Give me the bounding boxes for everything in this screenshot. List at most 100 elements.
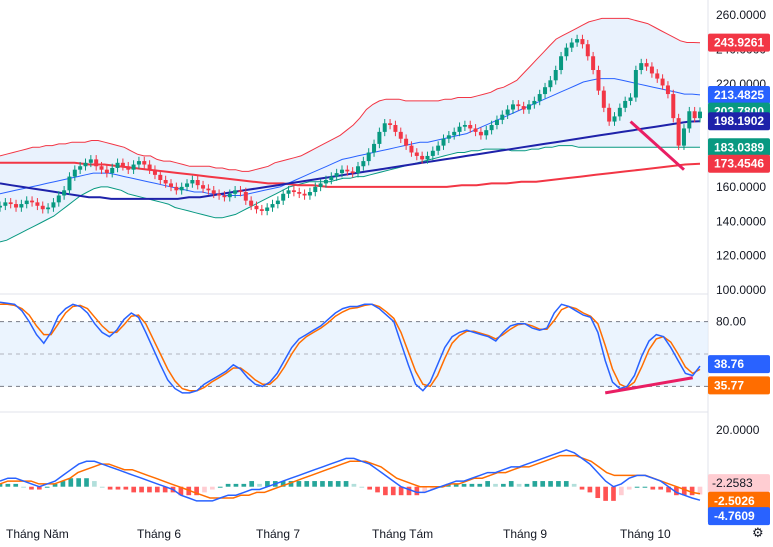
- candle-body[interactable]: [612, 116, 617, 122]
- candle-body[interactable]: [307, 192, 312, 196]
- candle-body[interactable]: [318, 183, 323, 187]
- macd-histogram-bar[interactable]: [461, 483, 467, 487]
- macd-histogram-bar[interactable]: [485, 481, 490, 487]
- candle-body[interactable]: [494, 119, 499, 125]
- candle-body[interactable]: [649, 66, 654, 74]
- candle-body[interactable]: [142, 161, 147, 165]
- macd-histogram-bar[interactable]: [44, 486, 50, 488]
- candle-body[interactable]: [46, 207, 51, 210]
- macd-histogram-bar[interactable]: [131, 486, 137, 493]
- candle-body[interactable]: [617, 107, 622, 117]
- macd-histogram-bar[interactable]: [571, 483, 577, 487]
- candle-body[interactable]: [259, 209, 264, 211]
- macd-histogram-bar[interactable]: [501, 483, 506, 487]
- candle-body[interactable]: [286, 190, 291, 194]
- macd-histogram-bar[interactable]: [194, 486, 199, 496]
- candle-body[interactable]: [249, 200, 254, 206]
- macd-histogram-bar[interactable]: [210, 486, 215, 490]
- candle-body[interactable]: [72, 169, 77, 177]
- candle-body[interactable]: [478, 131, 483, 136]
- macd-histogram-bar[interactable]: [398, 486, 404, 496]
- macd-histogram-bar[interactable]: [52, 483, 58, 487]
- candle-body[interactable]: [0, 205, 2, 208]
- candle-body[interactable]: [585, 44, 590, 57]
- macd-histogram-bar[interactable]: [422, 486, 428, 493]
- macd-histogram-bar[interactable]: [265, 481, 270, 487]
- candle-body[interactable]: [388, 123, 393, 125]
- macd-histogram-bar[interactable]: [367, 486, 372, 490]
- macd-histogram-bar[interactable]: [548, 481, 553, 487]
- candle-body[interactable]: [393, 125, 398, 132]
- candle-body[interactable]: [398, 131, 403, 139]
- candle-body[interactable]: [195, 180, 200, 186]
- macd-histogram-bar[interactable]: [304, 481, 310, 487]
- candle-body[interactable]: [94, 159, 99, 167]
- candle-body[interactable]: [40, 205, 45, 210]
- gear-icon[interactable]: ⚙: [752, 526, 764, 541]
- macd-histogram-bar[interactable]: [359, 486, 365, 488]
- macd-histogram-bar[interactable]: [36, 486, 42, 490]
- candle-body[interactable]: [217, 193, 222, 196]
- candle-body[interactable]: [361, 161, 366, 167]
- candle-body[interactable]: [275, 200, 280, 205]
- macd-histogram-bar[interactable]: [60, 481, 66, 487]
- macd-histogram-bar[interactable]: [68, 478, 74, 487]
- macd-signal-line[interactable]: [0, 454, 701, 499]
- candle-body[interactable]: [420, 155, 425, 160]
- candle-body[interactable]: [575, 39, 580, 43]
- candle-body[interactable]: [78, 166, 83, 170]
- candle-body[interactable]: [601, 90, 606, 108]
- candle-body[interactable]: [452, 131, 457, 136]
- candle-body[interactable]: [500, 114, 505, 120]
- macd-histogram-bar[interactable]: [5, 483, 11, 487]
- macd-histogram-bar[interactable]: [280, 481, 286, 487]
- candle-body[interactable]: [356, 166, 361, 174]
- candle-body[interactable]: [179, 186, 184, 191]
- stoch-k-line[interactable]: [0, 301, 701, 394]
- candle-body[interactable]: [660, 78, 665, 86]
- candle-body[interactable]: [548, 80, 553, 88]
- candle-body[interactable]: [350, 171, 355, 174]
- macd-histogram-bar[interactable]: [406, 486, 412, 496]
- candle-body[interactable]: [190, 180, 195, 184]
- macd-histogram-bar[interactable]: [611, 486, 616, 501]
- candle-body[interactable]: [521, 106, 526, 110]
- macd-histogram-bar[interactable]: [202, 486, 207, 493]
- candle-body[interactable]: [430, 150, 435, 156]
- candle-body[interactable]: [457, 126, 462, 132]
- candle-body[interactable]: [185, 183, 190, 187]
- macd-histogram-bar[interactable]: [29, 486, 34, 490]
- candle-body[interactable]: [687, 111, 692, 129]
- macd-histogram-bar[interactable]: [626, 486, 632, 490]
- candle-body[interactable]: [484, 130, 489, 136]
- candle-body[interactable]: [30, 200, 35, 203]
- ema-fast-line[interactable]: [0, 78, 701, 196]
- candle-body[interactable]: [681, 128, 686, 146]
- macd-histogram-bar[interactable]: [296, 481, 302, 487]
- candle-body[interactable]: [665, 85, 670, 95]
- candle-body[interactable]: [254, 205, 259, 210]
- candle-body[interactable]: [377, 131, 382, 144]
- candle-body[interactable]: [313, 186, 318, 193]
- candle-body[interactable]: [67, 176, 72, 191]
- macd-histogram-bar[interactable]: [320, 481, 325, 487]
- macd-histogram-bar[interactable]: [469, 483, 475, 487]
- macd-histogram-bar[interactable]: [414, 486, 420, 496]
- macd-histogram-bar[interactable]: [658, 486, 664, 490]
- candle-body[interactable]: [163, 180, 168, 184]
- candle-body[interactable]: [136, 161, 141, 165]
- macd-histogram-bar[interactable]: [21, 486, 26, 488]
- candle-body[interactable]: [291, 190, 296, 193]
- macd-histogram-bar[interactable]: [217, 486, 223, 488]
- candle-body[interactable]: [334, 173, 339, 177]
- macd-histogram-bar[interactable]: [288, 481, 294, 487]
- candle-body[interactable]: [366, 152, 371, 162]
- macd-histogram-bar[interactable]: [0, 483, 3, 487]
- candle-body[interactable]: [83, 162, 88, 167]
- candle-body[interactable]: [14, 204, 19, 208]
- candle-body[interactable]: [559, 56, 564, 70]
- candle-body[interactable]: [372, 143, 377, 153]
- candle-body[interactable]: [238, 190, 243, 193]
- candle-body[interactable]: [564, 47, 569, 57]
- candle-body[interactable]: [591, 56, 596, 70]
